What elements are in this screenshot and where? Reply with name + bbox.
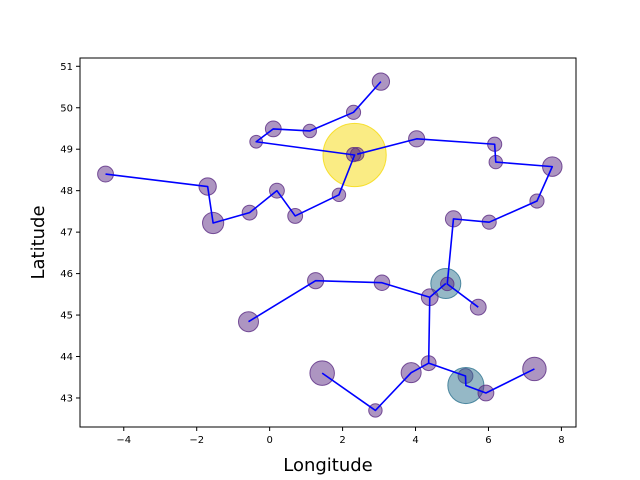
x-axis-ticks: −4 −2 0 2 4 6 8 xyxy=(116,427,565,446)
y-tick-label: 50 xyxy=(60,103,73,114)
y-tick-label: 48 xyxy=(60,186,73,197)
y-axis-ticks: 43 44 45 46 47 48 49 50 51 xyxy=(60,62,80,404)
y-tick-label: 49 xyxy=(60,145,73,156)
x-tick-label: 2 xyxy=(339,435,345,446)
markers-layer xyxy=(97,72,563,418)
y-tick-label: 46 xyxy=(60,269,73,280)
route-lines-layer xyxy=(105,81,554,412)
route-line xyxy=(321,362,430,412)
x-axis-label: Longitude xyxy=(283,455,373,476)
y-tick-label: 45 xyxy=(60,311,73,322)
x-tick-label: 8 xyxy=(558,435,564,446)
y-tick-label: 51 xyxy=(60,62,73,73)
x-tick-label: −2 xyxy=(189,435,204,446)
y-tick-label: 44 xyxy=(60,352,73,363)
x-tick-label: 4 xyxy=(412,435,418,446)
route-line xyxy=(248,279,447,323)
x-tick-label: 0 xyxy=(266,435,272,446)
x-tick-label: 6 xyxy=(485,435,491,446)
x-tick-label: −4 xyxy=(116,435,131,446)
route-line xyxy=(105,81,382,224)
plot-frame xyxy=(79,57,577,428)
route-line xyxy=(356,138,554,308)
y-tick-label: 43 xyxy=(60,393,73,404)
data-point xyxy=(522,356,547,382)
y-axis-label: Latitude xyxy=(28,205,49,279)
route-line xyxy=(427,297,535,394)
y-tick-label: 47 xyxy=(60,228,73,239)
